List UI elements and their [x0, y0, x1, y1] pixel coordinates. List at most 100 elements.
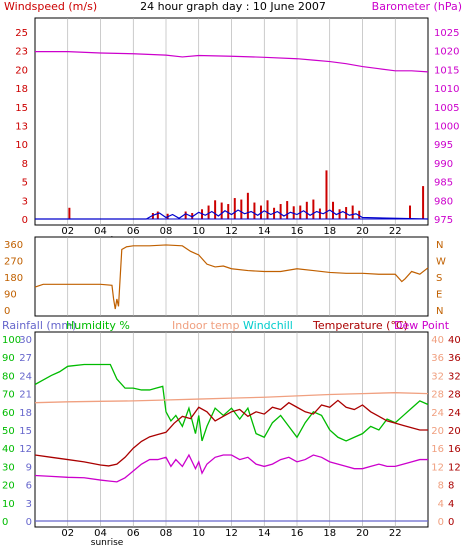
- compass-tick-label: E: [436, 290, 442, 301]
- rainfall-tick-label: 9: [26, 462, 32, 473]
- barometer-tick-label: 1005: [434, 103, 459, 114]
- temperature-tick-label: 8: [448, 481, 454, 492]
- direction-tick-label: 0: [4, 306, 10, 317]
- wind-tick-label: 25: [15, 28, 28, 39]
- indoor-tick-label: 36: [431, 353, 444, 364]
- legend-label: Humidity %: [66, 319, 130, 332]
- barometer-tick-label: 975: [434, 215, 453, 226]
- temperature-hour-tick-label: 16: [291, 528, 304, 539]
- temperature-line: [34, 399, 428, 467]
- barometer-tick-label: 1010: [434, 84, 459, 95]
- temperature-hour-tick-label: 02: [61, 528, 74, 539]
- wind-hour-tick-label: 12: [225, 226, 238, 237]
- temperature-tick-label: 36: [448, 353, 461, 364]
- temperature-hour-tick-label: 08: [160, 528, 173, 539]
- humidity-tick-label: 10: [2, 499, 15, 510]
- rainfall-tick-label: 18: [19, 408, 32, 419]
- direction-tick-label: 270: [4, 257, 23, 268]
- wind-hour-tick-label: 18: [323, 226, 336, 237]
- rainfall-tick-label: 6: [26, 481, 32, 492]
- rainfall-tick-label: 12: [19, 444, 32, 455]
- indoor-tick-label: 12: [431, 462, 444, 473]
- temperature-hour-tick-label: 18: [323, 528, 336, 539]
- wind-hour-tick-label: 20: [356, 226, 369, 237]
- rainfall-tick-label: 30: [19, 335, 32, 346]
- barometer-tick-label: 1015: [434, 65, 459, 76]
- chart-title: 24 hour graph day : 10 June 2007: [140, 0, 326, 13]
- wind-tick-label: 5: [22, 178, 28, 189]
- humidity-tick-label: 0: [2, 517, 8, 528]
- rainfall-tick-label: 21: [19, 390, 32, 401]
- humidity-tick-label: 60: [2, 408, 15, 419]
- indoor-tick-label: 40: [431, 335, 444, 346]
- rainfall-tick-label: 0: [26, 517, 32, 528]
- wind-tick-label: 18: [15, 84, 28, 95]
- temperature-hour-tick-label: 10: [192, 528, 205, 539]
- temperature-tick-label: 28: [448, 390, 461, 401]
- wind-hour-tick-label: 22: [389, 226, 402, 237]
- temperature-tick-label: 40: [448, 335, 461, 346]
- barometer-tick-label: 1020: [434, 47, 459, 58]
- barometer-axis-label: Barometer (hPa): [372, 0, 462, 13]
- wind-hour-tick-label: 16: [291, 226, 304, 237]
- temperature-hour-tick-label: 12: [225, 528, 238, 539]
- temperature-tick-label: 20: [448, 426, 461, 437]
- indoor-tick-label: 28: [431, 390, 444, 401]
- compass-tick-label: W: [436, 257, 446, 268]
- wind-tick-label: 23: [15, 47, 28, 58]
- temperature-tick-label: 12: [448, 462, 461, 473]
- humidity-tick-label: 50: [2, 426, 15, 437]
- compass-tick-label: N: [436, 306, 443, 317]
- humidity-tick-label: 20: [2, 481, 15, 492]
- indoor-tick-label: 20: [431, 426, 444, 437]
- wind-tick-label: 13: [15, 122, 28, 133]
- humidity-tick-label: 70: [2, 390, 15, 401]
- wind-tick-label: 20: [15, 65, 28, 76]
- compass-tick-label: S: [436, 273, 442, 284]
- humidity-line: [34, 363, 429, 442]
- rainfall-tick-label: 24: [19, 371, 32, 382]
- indoor-tick-label: 4: [438, 499, 444, 510]
- direction-tick-label: 180: [4, 273, 23, 284]
- wind-hour-tick-label: 10: [192, 226, 205, 237]
- barometer-line: [35, 50, 429, 73]
- rainfall-tick-label: 3: [26, 499, 32, 510]
- barometer-tick-label: 980: [434, 196, 453, 207]
- indoor-tick-label: 8: [438, 481, 444, 492]
- legend-label: Temperature (°C): [312, 319, 408, 332]
- barometer-tick-label: 990: [434, 159, 453, 170]
- wind-hour-tick-label: 02: [61, 226, 74, 237]
- wind-hour-tick-label: 04: [94, 226, 107, 237]
- temperature-hour-tick-label: 14: [258, 528, 271, 539]
- wind_avg-line: [35, 209, 429, 220]
- temperature-hour-tick-label: 04: [94, 528, 107, 539]
- barometer-tick-label: 1025: [434, 28, 459, 39]
- windspeed-axis-label: Windspeed (m/s): [4, 0, 97, 13]
- wind-tick-label: 0: [22, 215, 28, 226]
- legend-label: Rainfall (mm): [2, 319, 76, 332]
- wind-tick-label: 15: [15, 103, 28, 114]
- indoor-tick-label: 32: [431, 371, 444, 382]
- temperature-hour-tick-label: 22: [389, 528, 402, 539]
- legend-label: Indoor temp: [172, 319, 239, 332]
- indoor-line: [34, 392, 429, 404]
- direction-tick-label: 90: [4, 290, 17, 301]
- rainfall-tick-label: 15: [19, 426, 32, 437]
- humidity-tick-label: 100: [2, 335, 21, 346]
- legend-label: Dew Point: [394, 319, 450, 332]
- temperature-tick-label: 32: [448, 371, 461, 382]
- wind-tick-label: 10: [15, 140, 28, 151]
- wind-hour-tick-label: 06: [127, 226, 140, 237]
- indoor-tick-label: 24: [431, 408, 444, 419]
- barometer-tick-label: 1000: [434, 122, 459, 133]
- temperature-tick-label: 4: [448, 499, 454, 510]
- barometer-tick-label: 985: [434, 178, 453, 189]
- rainfall-tick-label: 27: [19, 353, 32, 364]
- legend-label: Windchill: [243, 319, 293, 332]
- humidity-tick-label: 30: [2, 462, 15, 473]
- sunrise-label: sunrise: [91, 538, 124, 548]
- temperature-tick-label: 24: [448, 408, 461, 419]
- compass-tick-label: N: [436, 240, 443, 251]
- humidity-tick-label: 90: [2, 353, 15, 364]
